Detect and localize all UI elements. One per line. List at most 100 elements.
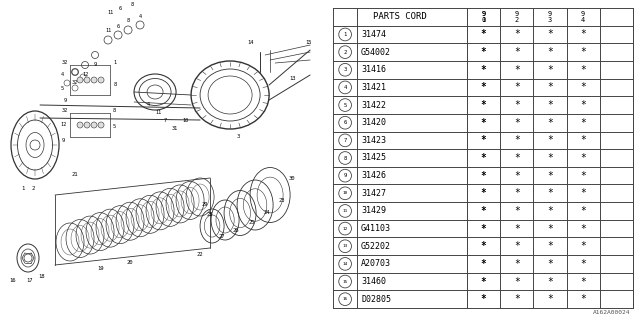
Text: *: * (481, 224, 486, 234)
Text: *: * (547, 153, 553, 163)
Text: *: * (580, 135, 586, 145)
Text: 16: 16 (10, 277, 16, 283)
Text: 32: 32 (62, 60, 68, 65)
Text: 9: 9 (61, 138, 65, 142)
Circle shape (98, 77, 104, 83)
Text: 25: 25 (249, 220, 255, 225)
Text: A20703: A20703 (361, 260, 391, 268)
Text: 31427: 31427 (361, 189, 386, 198)
Text: 32: 32 (72, 79, 78, 84)
Text: *: * (547, 135, 553, 145)
Text: 4: 4 (147, 101, 150, 107)
Text: 24: 24 (264, 210, 270, 214)
Text: *: * (547, 171, 553, 181)
Text: 12: 12 (82, 73, 88, 77)
Text: *: * (514, 118, 520, 128)
Text: 27: 27 (219, 234, 225, 238)
Text: *: * (580, 294, 586, 304)
Text: *: * (514, 188, 520, 198)
Text: *: * (481, 224, 486, 234)
Text: 31416: 31416 (361, 65, 386, 74)
Text: 14: 14 (247, 39, 253, 44)
Text: 29: 29 (202, 203, 209, 207)
Text: *: * (547, 188, 553, 198)
Text: *: * (580, 224, 586, 234)
Text: *: * (547, 276, 553, 286)
Text: 6: 6 (116, 23, 120, 28)
Text: 21: 21 (72, 172, 78, 178)
Text: *: * (580, 65, 586, 75)
Text: 9: 9 (344, 173, 347, 178)
Circle shape (77, 77, 83, 83)
Text: *: * (547, 100, 553, 110)
Circle shape (84, 122, 90, 128)
Text: *: * (481, 100, 486, 110)
Text: *: * (580, 100, 586, 110)
Text: 31423: 31423 (361, 136, 386, 145)
Circle shape (91, 122, 97, 128)
Text: 5: 5 (113, 124, 116, 130)
Text: *: * (580, 188, 586, 198)
Text: 4: 4 (138, 13, 141, 19)
Text: PARTS CORD: PARTS CORD (373, 12, 427, 21)
Text: A162A00024: A162A00024 (593, 310, 630, 315)
Text: *: * (547, 224, 553, 234)
Text: 3: 3 (236, 134, 240, 140)
Text: *: * (481, 83, 486, 92)
Text: *: * (514, 241, 520, 251)
Text: 31426: 31426 (361, 171, 386, 180)
Text: *: * (580, 259, 586, 269)
Text: *: * (481, 259, 486, 269)
Text: G41103: G41103 (361, 224, 391, 233)
Text: 9
1: 9 1 (481, 11, 486, 23)
Text: *: * (580, 118, 586, 128)
Text: 12: 12 (342, 227, 348, 231)
Text: *: * (481, 83, 486, 92)
Text: *: * (481, 294, 486, 304)
Text: *: * (547, 83, 553, 92)
Text: 31421: 31421 (361, 83, 386, 92)
Text: *: * (481, 47, 486, 57)
Text: *: * (547, 206, 553, 216)
Text: 17: 17 (27, 277, 33, 283)
Text: 5: 5 (344, 102, 347, 108)
Text: 19: 19 (97, 266, 103, 270)
Text: *: * (580, 47, 586, 57)
Text: *: * (481, 29, 486, 39)
Text: *: * (547, 118, 553, 128)
Text: *: * (481, 241, 486, 251)
Circle shape (84, 77, 90, 83)
Text: *: * (481, 135, 486, 145)
Circle shape (91, 77, 97, 83)
Text: *: * (481, 206, 486, 216)
Text: 7: 7 (344, 138, 347, 143)
Text: 1: 1 (344, 32, 347, 37)
Text: *: * (481, 118, 486, 128)
Text: *: * (514, 206, 520, 216)
Text: 31420: 31420 (361, 118, 386, 127)
Text: *: * (514, 65, 520, 75)
Text: *: * (580, 29, 586, 39)
Text: *: * (481, 241, 486, 251)
Text: *: * (481, 65, 486, 75)
Text: *: * (481, 259, 486, 269)
Text: 9
3: 9 3 (548, 11, 552, 23)
Text: 11: 11 (107, 10, 113, 14)
Text: *: * (514, 135, 520, 145)
Text: *: * (514, 83, 520, 92)
Text: *: * (481, 171, 486, 181)
Text: *: * (481, 153, 486, 163)
Text: *: * (580, 83, 586, 92)
Text: 4: 4 (344, 85, 347, 90)
Text: *: * (481, 188, 486, 198)
Text: *: * (514, 100, 520, 110)
Text: 30: 30 (289, 175, 295, 180)
Text: *: * (481, 171, 486, 181)
Text: 18: 18 (39, 274, 45, 278)
Text: *: * (514, 259, 520, 269)
Text: 31: 31 (172, 125, 178, 131)
Text: 2: 2 (344, 50, 347, 55)
Text: *: * (481, 65, 486, 75)
Text: *: * (481, 135, 486, 145)
Text: 28: 28 (207, 212, 213, 218)
